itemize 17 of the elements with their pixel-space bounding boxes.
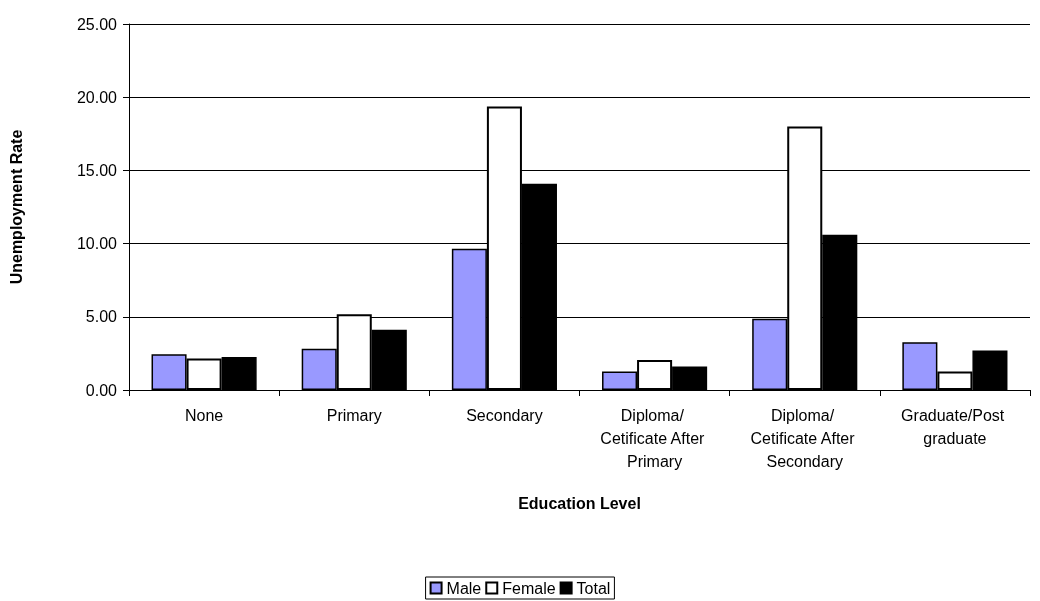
y-tick-label: 20.00 (76, 88, 118, 106)
y-tick-label: 5.00 (85, 308, 118, 326)
legend-label: Female (502, 579, 556, 597)
x-tick-label: None (184, 407, 224, 424)
y-tick-label: 0.00 (85, 381, 118, 399)
y-tick-label: 15.00 (76, 161, 118, 179)
x-axis-title: Education Level (518, 494, 641, 512)
legend-label: Total (576, 579, 611, 597)
y-tick-label: 25.00 (76, 15, 118, 33)
x-tick-label: Diploma/ Cetificate After Secondary (750, 407, 859, 470)
x-tick-label: Secondary (466, 407, 543, 424)
y-tick-label: 10.00 (76, 235, 118, 253)
y-axis-title: Unemployment Rate (7, 129, 25, 285)
legend-label: Male (446, 579, 482, 597)
x-tick-label: Primary (326, 407, 382, 424)
x-tick-label: Graduate/Post graduate (901, 407, 1009, 447)
x-tick-label: Diploma/ Cetificate After Primary (600, 407, 709, 470)
